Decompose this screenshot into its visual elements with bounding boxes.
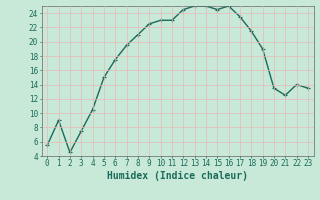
X-axis label: Humidex (Indice chaleur): Humidex (Indice chaleur) [107,171,248,181]
